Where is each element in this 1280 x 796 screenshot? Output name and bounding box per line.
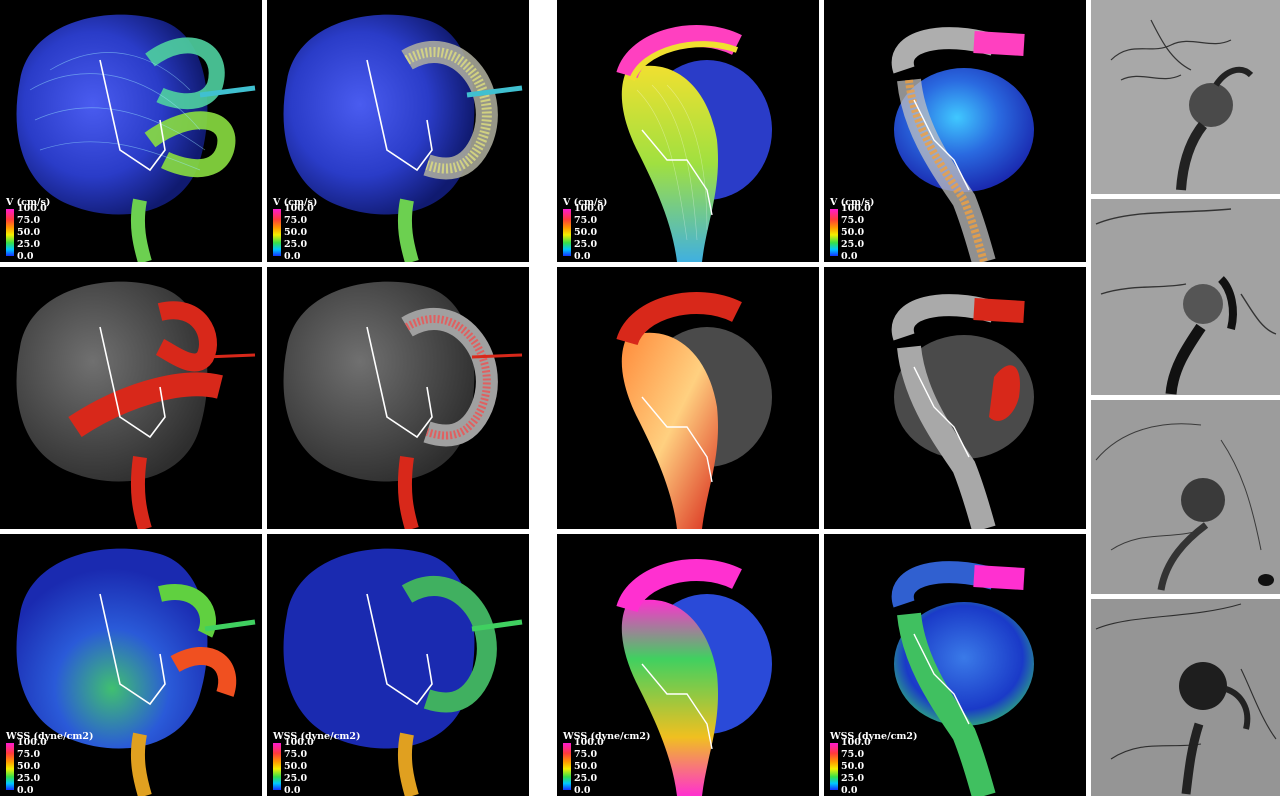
wss-render xyxy=(891,561,1034,796)
angiogram-2 xyxy=(1091,199,1280,395)
velocity-panel-case2-stented: V (cm/s) 100.0 75.0 50.0 25.0 0.0 xyxy=(824,0,1086,262)
colorbar xyxy=(563,209,571,256)
wss-render xyxy=(616,559,772,796)
colorbar xyxy=(830,209,838,256)
legend-tick: 0.0 xyxy=(284,785,301,796)
legend-tick: 0.0 xyxy=(841,785,858,796)
legend-tick: 50.0 xyxy=(284,227,308,238)
legend-tick: 75.0 xyxy=(574,749,598,760)
velocity-streamline-render xyxy=(616,25,772,262)
legend-title: WSS (dyne/cm2) xyxy=(563,731,651,742)
legend-tick: 25.0 xyxy=(841,773,865,784)
legend-tick: 50.0 xyxy=(841,227,865,238)
legend-tick: 100.0 xyxy=(284,737,314,748)
legend-tick: 100.0 xyxy=(841,203,871,214)
legend-tick: 75.0 xyxy=(841,215,865,226)
legend-tick: 25.0 xyxy=(17,239,41,250)
colorbar xyxy=(830,743,838,790)
velocity-legend: V (cm/s) 100.0 75.0 50.0 25.0 0.0 xyxy=(273,197,324,262)
legend-tick: 25.0 xyxy=(574,239,598,250)
legend-tick: 100.0 xyxy=(284,203,314,214)
legend-title: WSS (dyne/cm2) xyxy=(830,731,918,742)
legend-tick: 75.0 xyxy=(17,749,41,760)
velocity-streamline-render xyxy=(16,14,256,262)
isosurface-panel-case1-pretreatment xyxy=(0,267,262,529)
legend-tick: 25.0 xyxy=(574,773,598,784)
wss-panel-case1-pretreatment: WSS (dyne/cm2) 100.0 75.0 50.0 25.0 0.0 xyxy=(0,534,262,796)
velocity-legend: V (cm/s) 100.0 75.0 50.0 25.0 0.0 xyxy=(6,197,57,262)
velocity-panel-case1-pretreatment: V (cm/s) 100.0 75.0 50.0 25.0 0.0 xyxy=(0,0,262,262)
isosurface-panel-case2-pretreatment xyxy=(557,267,819,529)
colorbar xyxy=(6,743,14,790)
velocity-legend: V (cm/s) 100.0 75.0 50.0 25.0 0.0 xyxy=(830,197,881,262)
legend-tick: 0.0 xyxy=(17,785,34,796)
wss-panel-case2-stented: WSS (dyne/cm2) 100.0 75.0 50.0 25.0 0.0 xyxy=(824,534,1086,796)
wss-legend: WSS (dyne/cm2) 100.0 75.0 50.0 25.0 0.0 xyxy=(6,731,94,796)
legend-tick: 0.0 xyxy=(574,785,591,796)
legend-tick: 25.0 xyxy=(17,773,41,784)
legend-tick: 75.0 xyxy=(284,215,308,226)
wss-legend: WSS (dyne/cm2) 100.0 75.0 50.0 25.0 0.0 xyxy=(830,731,918,796)
angiogram-image xyxy=(1110,19,1254,191)
wss-panel-case2-pretreatment: WSS (dyne/cm2) 100.0 75.0 50.0 25.0 0.0 xyxy=(557,534,819,796)
isosurface-panel-case1-stented xyxy=(267,267,529,529)
isosurface-render xyxy=(616,292,772,529)
legend-tick: 50.0 xyxy=(284,761,308,772)
wss-render xyxy=(283,548,523,796)
legend-tick: 50.0 xyxy=(17,227,41,238)
colorbar xyxy=(273,209,281,256)
legend-tick: 50.0 xyxy=(841,761,865,772)
legend-tick: 25.0 xyxy=(841,239,865,250)
legend-tick: 0.0 xyxy=(574,251,591,262)
legend-tick: 0.0 xyxy=(841,251,858,262)
isosurface-render xyxy=(283,281,523,529)
legend-tick: 25.0 xyxy=(284,773,308,784)
angiogram-image xyxy=(1095,423,1274,591)
legend-tick: 75.0 xyxy=(574,215,598,226)
legend-tick: 50.0 xyxy=(574,227,598,238)
colorbar xyxy=(6,209,14,256)
legend-title: V (cm/s) xyxy=(830,197,875,208)
legend-title: V (cm/s) xyxy=(273,197,318,208)
legend-tick: 100.0 xyxy=(841,737,871,748)
velocity-panel-case1-stented: V (cm/s) 100.0 75.0 50.0 25.0 0.0 xyxy=(267,0,529,262)
angiogram-4 xyxy=(1091,599,1280,796)
legend-tick: 25.0 xyxy=(284,239,308,250)
isosurface-panel-case2-stented xyxy=(824,267,1086,529)
legend-title: WSS (dyne/cm2) xyxy=(6,731,94,742)
legend-tick: 0.0 xyxy=(284,251,301,262)
isosurface-render xyxy=(16,281,256,529)
wss-panel-case1-stented: WSS (dyne/cm2) 100.0 75.0 50.0 25.0 0.0 xyxy=(267,534,529,796)
legend-title: V (cm/s) xyxy=(6,197,51,208)
velocity-streamline-render xyxy=(283,14,523,262)
angiogram-image xyxy=(1095,603,1277,795)
legend-tick: 75.0 xyxy=(284,749,308,760)
legend-tick: 0.0 xyxy=(17,251,34,262)
wss-legend: WSS (dyne/cm2) 100.0 75.0 50.0 25.0 0.0 xyxy=(563,731,651,796)
colorbar xyxy=(273,743,281,790)
velocity-streamline-render xyxy=(891,27,1034,262)
legend-tick: 100.0 xyxy=(574,737,604,748)
legend-tick: 100.0 xyxy=(17,737,47,748)
legend-tick: 75.0 xyxy=(17,215,41,226)
colorbar xyxy=(563,743,571,790)
legend-tick: 100.0 xyxy=(17,203,47,214)
wss-legend: WSS (dyne/cm2) 100.0 75.0 50.0 25.0 0.0 xyxy=(273,731,361,796)
velocity-panel-case2-pretreatment: V (cm/s) 100.0 75.0 50.0 25.0 0.0 xyxy=(557,0,819,262)
isosurface-render xyxy=(891,294,1034,529)
legend-title: V (cm/s) xyxy=(563,197,608,208)
legend-title: WSS (dyne/cm2) xyxy=(273,731,361,742)
wss-render xyxy=(16,548,256,796)
angiogram-1 xyxy=(1091,0,1280,194)
angiogram-3 xyxy=(1091,400,1280,594)
legend-tick: 50.0 xyxy=(574,761,598,772)
angiogram-image xyxy=(1095,208,1277,395)
legend-tick: 100.0 xyxy=(574,203,604,214)
legend-tick: 50.0 xyxy=(17,761,41,772)
legend-tick: 75.0 xyxy=(841,749,865,760)
velocity-legend: V (cm/s) 100.0 75.0 50.0 25.0 0.0 xyxy=(563,197,614,262)
